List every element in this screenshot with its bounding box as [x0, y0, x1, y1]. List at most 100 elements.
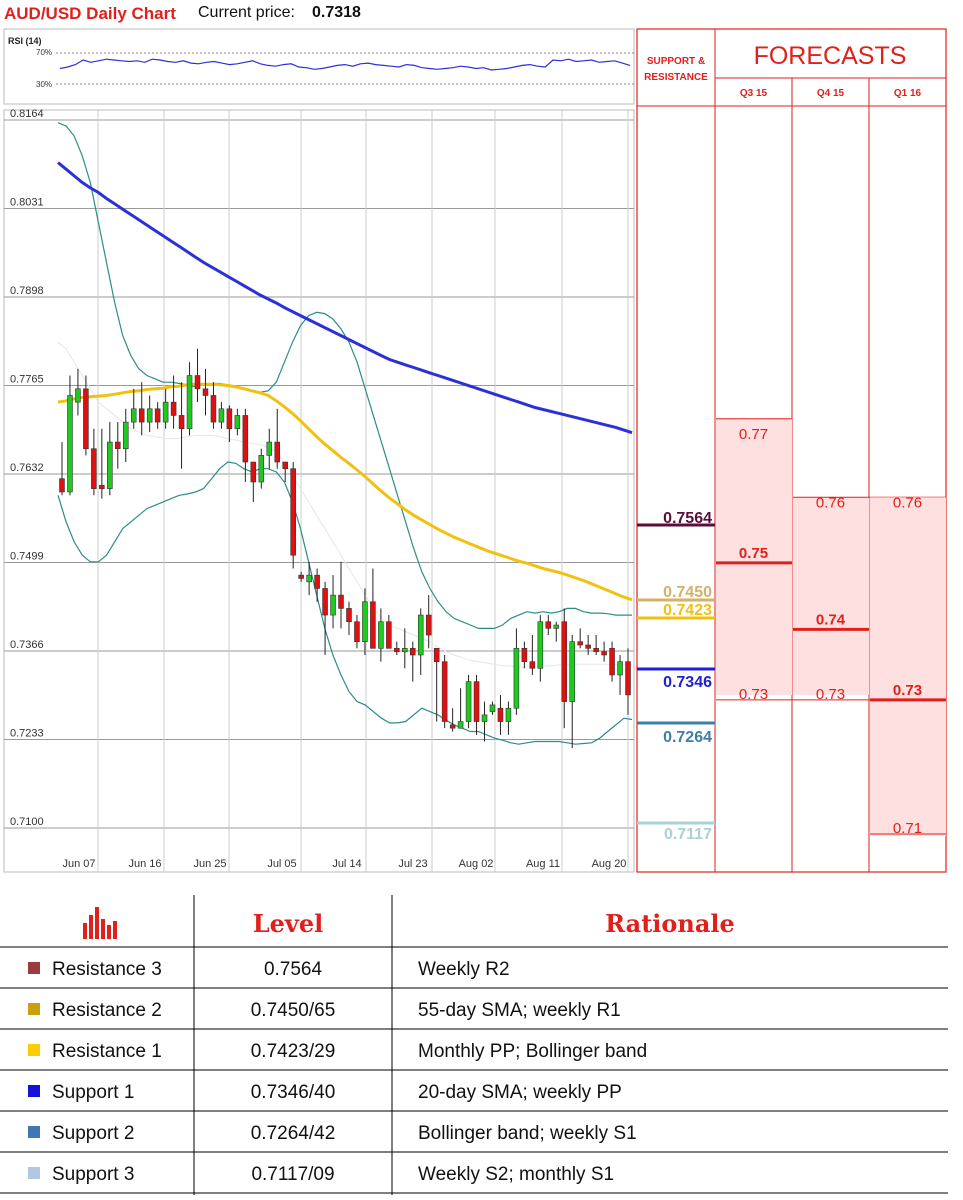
rsi-30-label: 30%	[36, 80, 52, 89]
candle	[83, 375, 89, 456]
x-tick-label: Jun 07	[62, 858, 95, 870]
legend-swatch	[28, 1126, 40, 1138]
candle	[402, 628, 408, 669]
x-tick-label: Jun 25	[193, 858, 226, 870]
row-name: Support 2	[52, 1123, 134, 1144]
row-level: 0.7264/42	[251, 1123, 336, 1144]
y-tick-label: 0.7632	[10, 462, 44, 474]
candle	[346, 601, 352, 636]
x-axis-labels: Jun 07 Jun 16 Jun 25 Jul 05 Jul 14 Jul 23 Aug …	[62, 858, 626, 870]
table-rows: Resistance 3 0.7564 Weekly R2 Resistance 2 0…	[0, 946, 948, 1194]
candle	[210, 382, 217, 429]
candle	[354, 615, 360, 649]
rsi-70-label: 70%	[36, 48, 52, 57]
x-tick-label: Aug 11	[526, 858, 560, 870]
candle	[521, 641, 528, 669]
y-tick-label: 0.7233	[10, 728, 44, 740]
x-tick-label: Aug 20	[592, 858, 627, 870]
candle	[497, 694, 504, 735]
row-name: Support 1	[52, 1082, 134, 1103]
candle	[154, 402, 161, 429]
chart-canvas: RSI (14) 70% 30% 0.8164 0.8031 0.7898 0.776…	[3, 28, 947, 873]
forecast-panel: SUPPORT & RESISTANCE FORECASTS Q3 15 Q4 15 Q1…	[636, 28, 947, 873]
forecast-col-header: Q4 15	[817, 88, 845, 99]
legend-swatch	[28, 1085, 40, 1097]
y-tick-label: 0.7366	[10, 639, 44, 651]
candle	[322, 581, 328, 655]
row-level: 0.7117/09	[251, 1164, 334, 1185]
row-rationale: 55-day SMA; weekly R1	[418, 1000, 621, 1021]
row-rationale: Weekly S2; monthly S1	[418, 1164, 614, 1185]
candle	[122, 408, 129, 463]
candle	[394, 641, 400, 655]
indicator-line	[57, 122, 632, 629]
candle	[585, 635, 591, 655]
forecasts-title: FORECASTS	[754, 42, 907, 70]
legend-swatch	[28, 1003, 40, 1015]
legend-swatch	[28, 1044, 40, 1056]
candle	[457, 688, 464, 729]
sr-level-label: 0.7450	[663, 584, 712, 601]
candle	[561, 608, 568, 729]
candle	[75, 368, 81, 416]
table-row: Support 3 0.7117/09 Weekly S2; monthly S1	[0, 1164, 948, 1194]
candle	[146, 395, 153, 433]
candle	[170, 375, 177, 429]
sr-level-label: 0.7564	[663, 510, 712, 527]
candle	[274, 408, 281, 469]
chart-header: AUD/USD Daily Chart Current price: 0.731…	[0, 0, 640, 28]
header-rationale: Rationale	[605, 909, 735, 938]
x-tick-label: Jul 14	[332, 858, 361, 870]
y-tick-label: 0.7765	[10, 374, 44, 386]
candle	[226, 405, 233, 443]
forecast-value: 0.73	[816, 686, 845, 703]
candle	[433, 648, 440, 722]
candle	[67, 375, 73, 496]
forecast-value: 0.75	[739, 545, 768, 562]
candle	[250, 461, 257, 502]
rsi-line	[59, 58, 631, 71]
forecast-value: 0.73	[893, 682, 922, 699]
row-rationale: 20-day SMA; weekly PP	[418, 1082, 622, 1103]
y-tick-label: 0.7100	[10, 816, 44, 828]
forecast-col-header: Q3 15	[740, 88, 768, 99]
table-row: Resistance 3 0.7564 Weekly R2	[0, 959, 948, 989]
candle	[59, 442, 65, 496]
candle	[513, 628, 520, 715]
forecast-value: 0.73	[739, 686, 768, 703]
y-tick-label: 0.8164	[10, 108, 44, 120]
table-header: Level Rationale	[83, 907, 735, 939]
candle	[409, 641, 416, 682]
candle	[378, 608, 384, 662]
forecast-value: 0.74	[816, 611, 846, 628]
row-level: 0.7450/65	[251, 1000, 336, 1021]
sr-header-1: SUPPORT &	[647, 56, 705, 67]
candle	[99, 428, 105, 499]
table-row: Support 2 0.7264/42 Bollinger band; weekly…	[0, 1123, 948, 1153]
header-level: Level	[253, 909, 323, 938]
current-price: 0.7318	[312, 4, 361, 21]
grid	[4, 110, 634, 872]
x-tick-label: Jul 23	[398, 858, 427, 870]
candle	[505, 701, 512, 735]
candle	[529, 635, 536, 675]
candle	[386, 615, 392, 649]
indicator-line	[57, 341, 632, 668]
candle	[601, 641, 607, 662]
candle	[481, 701, 488, 742]
candle	[449, 708, 456, 732]
sr-level-label: 0.7117	[664, 826, 712, 843]
row-name: Resistance 3	[52, 959, 162, 980]
row-level: 0.7346/40	[251, 1082, 336, 1103]
candle	[545, 615, 552, 636]
row-name: Resistance 1	[52, 1041, 162, 1062]
candle	[266, 428, 273, 469]
candle	[314, 568, 320, 602]
row-rationale: Weekly R2	[418, 959, 510, 980]
legend-swatch	[28, 962, 40, 974]
candle	[107, 422, 113, 496]
row-rationale: Monthly PP; Bollinger band	[418, 1041, 647, 1062]
x-tick-label: Aug 02	[459, 858, 494, 870]
candle	[370, 568, 376, 649]
candle	[290, 462, 296, 569]
